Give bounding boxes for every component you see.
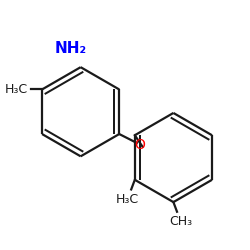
- Text: H₃C: H₃C: [116, 193, 139, 206]
- Text: H₃C: H₃C: [4, 83, 28, 96]
- Text: O: O: [134, 138, 145, 152]
- Text: CH₃: CH₃: [169, 215, 192, 228]
- Text: NH₂: NH₂: [55, 41, 87, 56]
